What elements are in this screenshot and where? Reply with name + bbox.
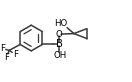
Text: B: B bbox=[56, 39, 63, 49]
Text: OH: OH bbox=[53, 51, 67, 60]
Text: F: F bbox=[13, 50, 18, 59]
Text: F: F bbox=[4, 53, 9, 62]
Text: F: F bbox=[0, 44, 5, 53]
Text: O: O bbox=[56, 30, 63, 39]
Text: HO: HO bbox=[55, 19, 68, 28]
